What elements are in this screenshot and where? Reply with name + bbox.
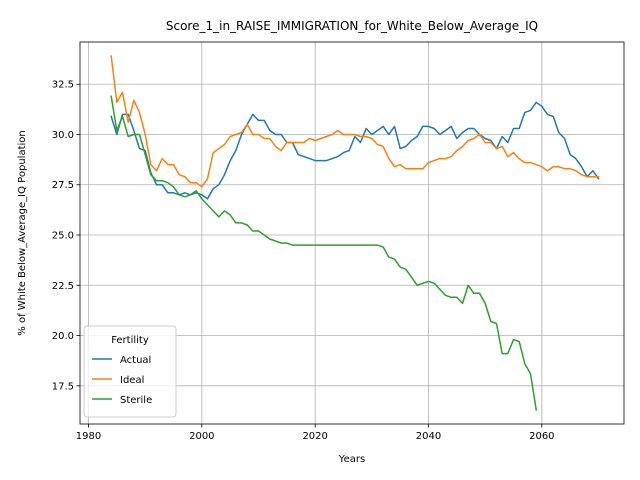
x-axis-label: Years — [338, 454, 365, 465]
y-axis-label: % of White Below_Average_IQ Population — [17, 130, 28, 335]
plot-frame — [79, 41, 625, 425]
y-tick-label: 20.0 — [52, 331, 74, 342]
legend-box — [83, 325, 177, 418]
y-tick-label: 17.5 — [52, 381, 74, 392]
series-line-ideal — [110, 55, 600, 188]
legend-label-sterile: Sterile — [120, 395, 152, 406]
x-tick-label: 2040 — [416, 431, 441, 442]
series-line-sterile — [110, 95, 538, 411]
legend-title: Fertility — [111, 335, 149, 346]
legend: Fertility Actual Ideal Sterile — [83, 325, 177, 418]
y-tick-label: 32.5 — [52, 80, 74, 91]
x-tick-label: 2060 — [529, 431, 554, 442]
chart-title: Score_1_in_RAISE_IMMIGRATION_for_White_B… — [166, 19, 538, 33]
x-tick-label: 1980 — [76, 431, 101, 442]
y-tick-label: 25.0 — [52, 231, 74, 242]
x-axis-ticks: 1980 2000 2020 2040 2060 — [76, 424, 555, 442]
y-axis-ticks: 17.5 20.0 22.5 25.0 27.5 30.0 32.5 — [52, 80, 80, 392]
y-tick-label: 27.5 — [52, 180, 74, 191]
legend-label-actual: Actual — [120, 355, 151, 366]
y-tick-label: 22.5 — [52, 281, 74, 292]
y-tick-label: 30.0 — [52, 130, 74, 141]
legend-label-ideal: Ideal — [120, 375, 144, 386]
x-tick-label: 2000 — [189, 431, 214, 442]
x-tick-label: 2020 — [302, 431, 327, 442]
legend-items: Actual Ideal Sterile — [92, 355, 152, 406]
series-lines — [110, 55, 600, 411]
